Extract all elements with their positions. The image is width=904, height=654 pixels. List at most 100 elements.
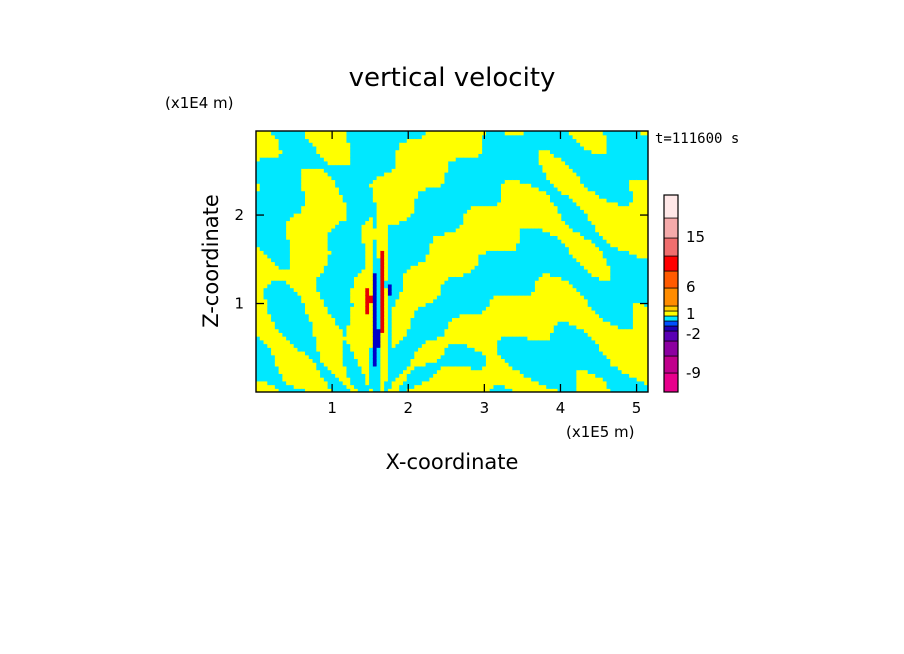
field-cell <box>365 224 370 229</box>
field-cell <box>410 302 415 307</box>
field-cell <box>338 149 344 154</box>
field-cell <box>361 291 366 296</box>
field-cell <box>474 198 479 203</box>
field-cell <box>278 254 283 259</box>
field-cell <box>478 365 483 371</box>
field-cell <box>369 209 374 214</box>
field-cell <box>429 142 434 147</box>
field-cell <box>512 213 517 218</box>
field-cell <box>395 384 400 389</box>
field-cell <box>354 268 359 274</box>
field-cell <box>433 369 438 374</box>
field-cell <box>342 358 348 363</box>
field-cell <box>357 149 363 154</box>
field-cell <box>267 209 272 214</box>
field-cell <box>263 336 268 341</box>
field-cell <box>429 183 434 188</box>
field-cell <box>436 317 442 322</box>
field-cell <box>259 246 265 251</box>
field-cell <box>316 220 321 225</box>
field-cell <box>418 227 423 233</box>
field-cell <box>312 242 317 248</box>
field-cell <box>323 160 329 166</box>
field-cell <box>391 347 397 352</box>
field-cell <box>301 313 306 319</box>
field-cell <box>478 272 483 278</box>
field-cell <box>452 350 457 356</box>
field-cell <box>267 257 272 263</box>
field-cell <box>444 358 449 363</box>
field-cell <box>380 235 385 240</box>
field-cell <box>482 209 487 214</box>
field-cell <box>286 321 291 326</box>
field-cell <box>504 339 510 345</box>
field-cell <box>289 153 295 158</box>
field-cell <box>380 261 385 266</box>
field-cell <box>274 321 280 326</box>
field-cell <box>474 298 479 304</box>
field-cell <box>301 362 306 367</box>
field-cell <box>384 328 389 333</box>
field-cell <box>508 324 513 330</box>
field-cell <box>421 254 427 259</box>
field-cell <box>342 179 348 184</box>
field-cell <box>485 194 491 199</box>
field-cell <box>455 339 461 345</box>
field-cell <box>350 380 355 386</box>
field-cell <box>342 157 348 162</box>
field-cell <box>403 388 408 392</box>
field-cell <box>391 302 397 307</box>
field-cell <box>421 287 427 292</box>
field-cell <box>485 142 491 147</box>
field-cell <box>297 313 302 319</box>
field-cell <box>312 172 317 177</box>
field-cell <box>470 365 476 371</box>
field-cell <box>308 227 314 233</box>
field-cell <box>440 336 446 341</box>
field-cell <box>357 172 363 177</box>
field-cell <box>410 257 415 263</box>
field-cell <box>384 373 389 378</box>
field-cell <box>493 324 498 330</box>
field-cell <box>361 220 366 225</box>
field-cell <box>361 246 366 251</box>
field-cell <box>497 302 502 307</box>
field-cell <box>369 235 374 240</box>
field-cell <box>327 298 332 304</box>
field-cell <box>493 358 498 363</box>
field-cell <box>516 261 521 266</box>
field-cell <box>387 384 393 389</box>
field-cell <box>455 250 461 255</box>
field-cell <box>376 306 381 311</box>
field-cell <box>316 149 321 154</box>
field-cell <box>395 339 400 345</box>
field-cell <box>418 377 423 382</box>
field-cell <box>482 190 487 195</box>
field-cell <box>463 205 468 210</box>
field-cell <box>263 186 268 192</box>
field-cell <box>467 283 472 289</box>
field-cell <box>448 332 453 337</box>
field-cell <box>414 235 419 240</box>
field-cell <box>448 317 453 322</box>
field-cell <box>414 306 419 311</box>
field-cell <box>455 313 461 319</box>
field-cell <box>516 160 521 166</box>
field-cell <box>267 272 272 278</box>
field-cell <box>501 309 506 315</box>
field-cell <box>365 358 370 363</box>
field-cell <box>323 373 329 378</box>
field-cell <box>327 339 332 345</box>
field-cell <box>384 309 389 315</box>
field-cell <box>433 272 438 278</box>
field-cell <box>519 287 525 292</box>
field-cell <box>459 153 464 158</box>
field-cell <box>444 138 449 143</box>
field-cell <box>338 384 344 389</box>
field-cell <box>271 194 276 199</box>
field-cell <box>433 168 438 173</box>
field-cell <box>478 168 483 173</box>
field-cell <box>372 149 378 154</box>
field-cell <box>482 250 487 255</box>
field-cell <box>267 261 272 266</box>
